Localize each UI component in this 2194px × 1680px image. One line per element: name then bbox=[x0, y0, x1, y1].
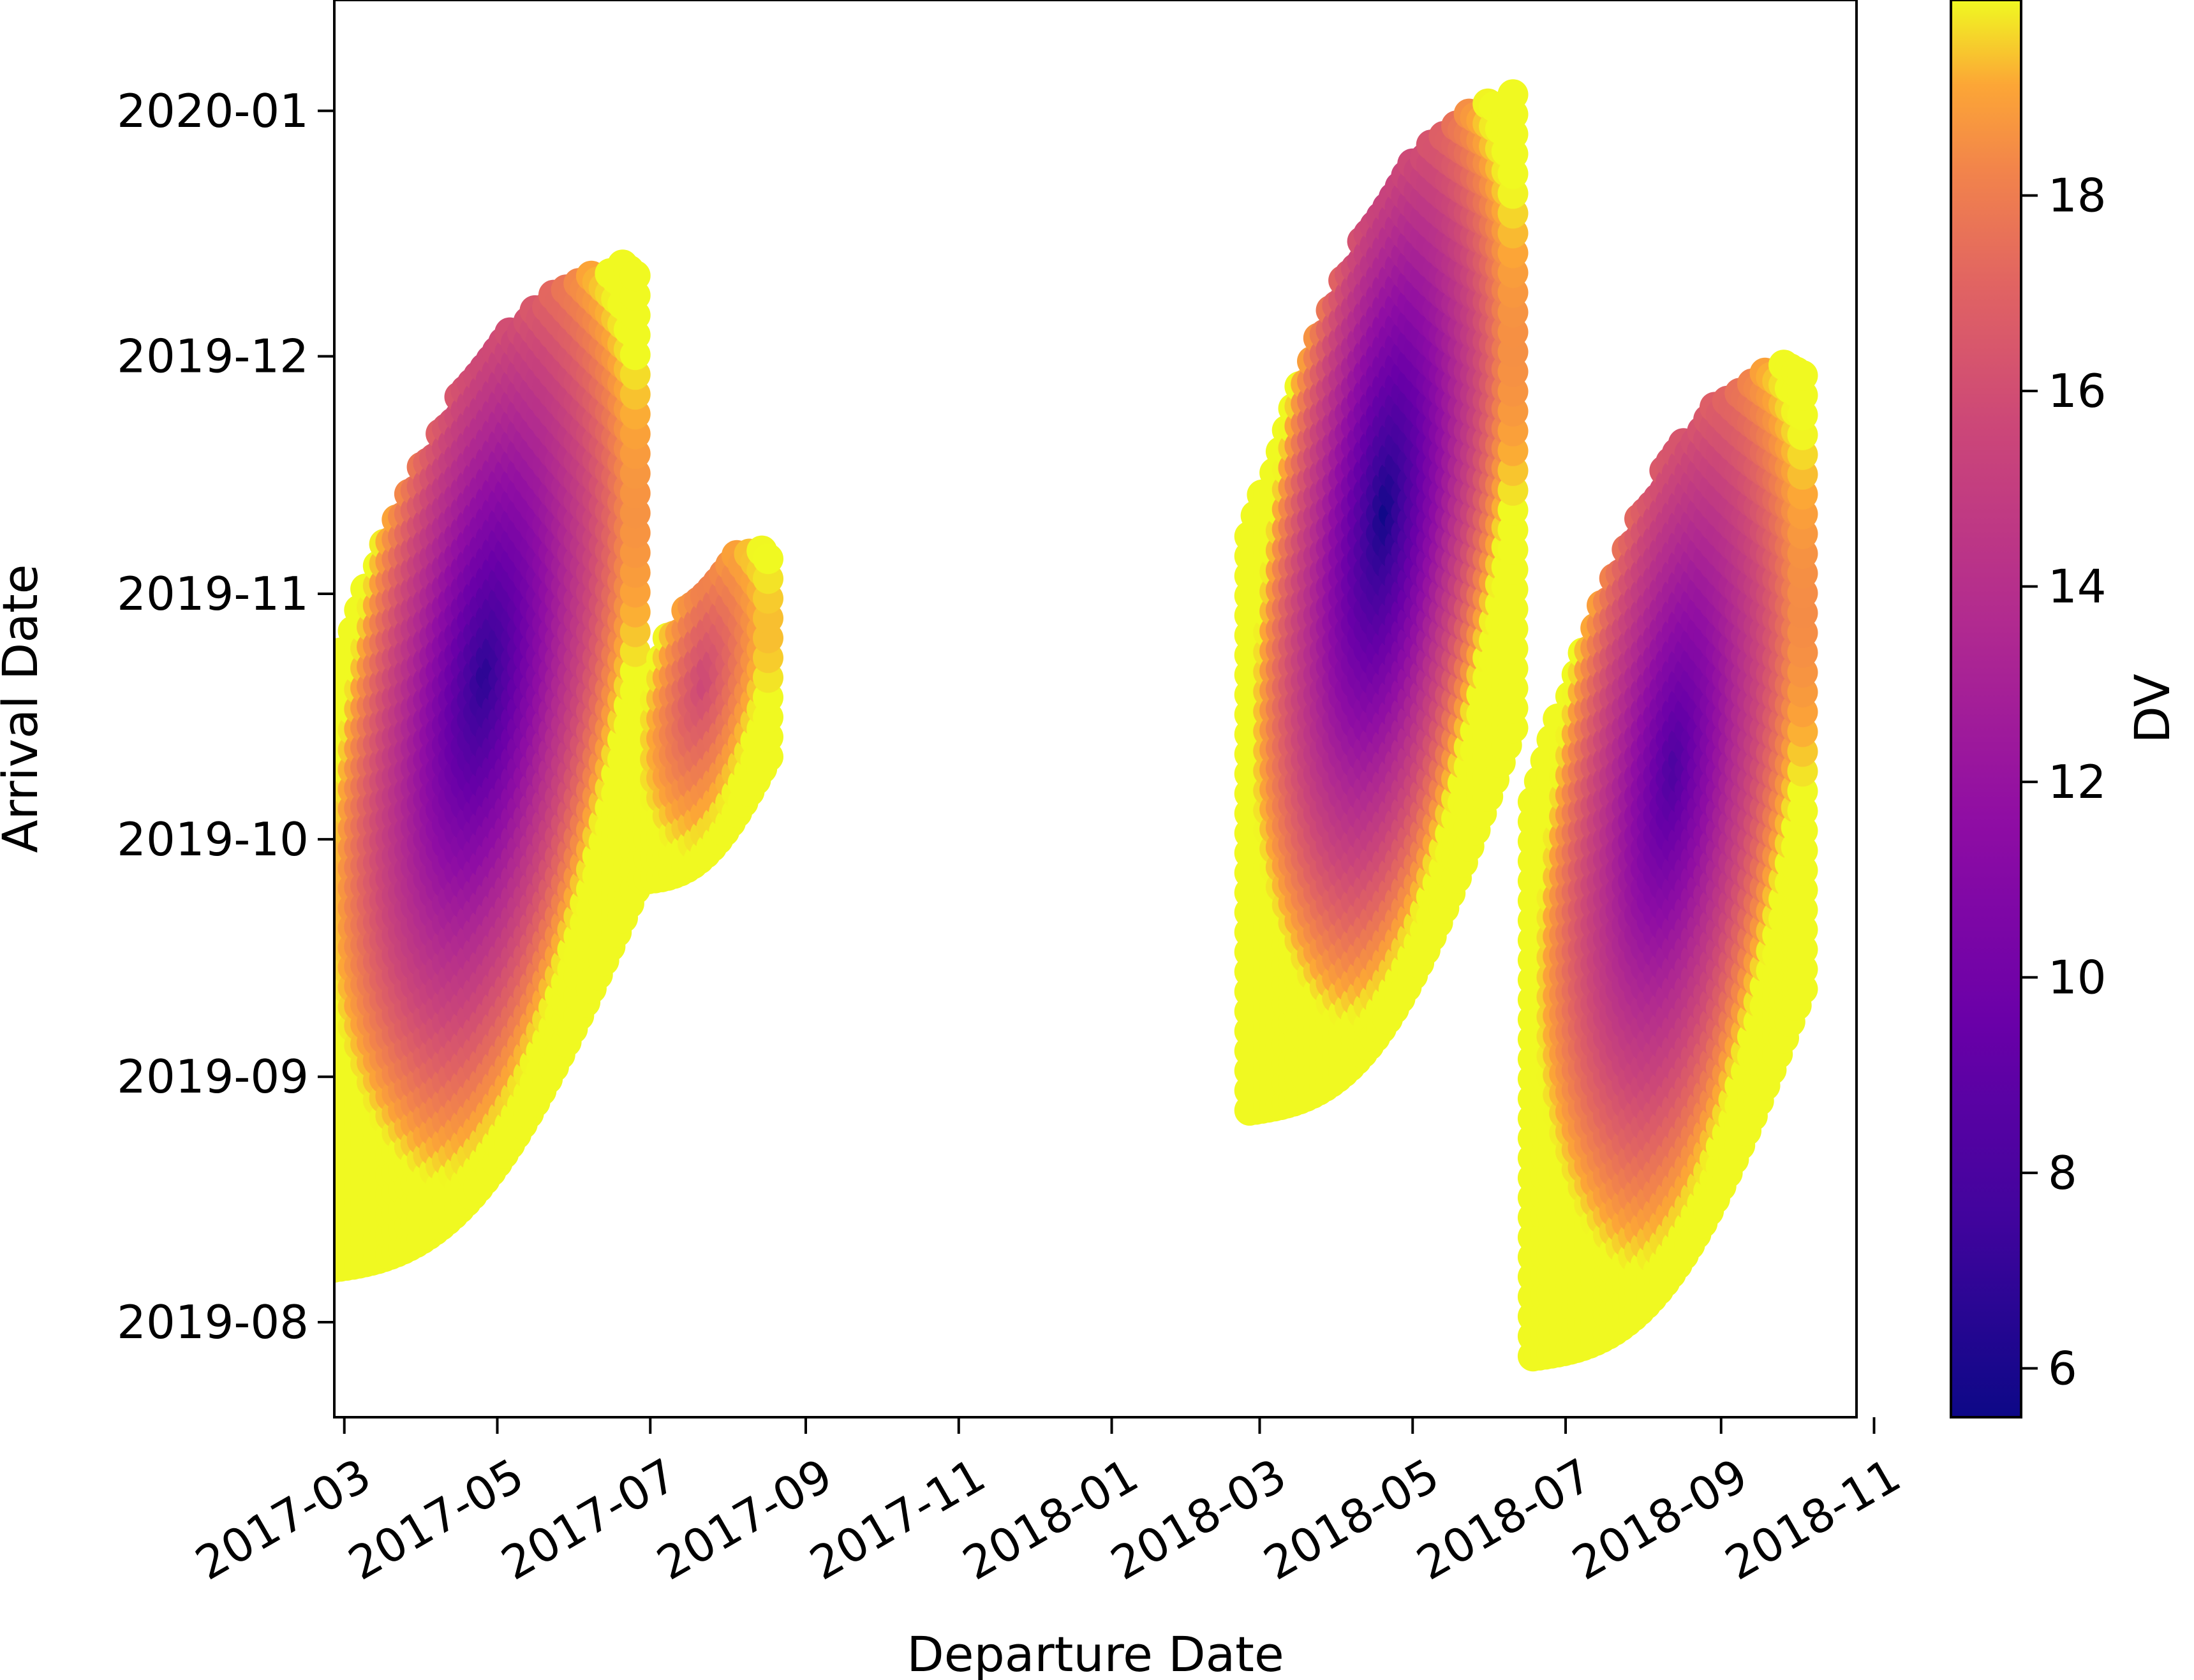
scatter-point bbox=[334, 1260, 337, 1278]
scatter-point bbox=[334, 1042, 337, 1060]
scatter-point bbox=[334, 1022, 337, 1040]
scatter-point bbox=[619, 260, 651, 291]
scatter-point bbox=[334, 864, 337, 882]
scatter-point bbox=[334, 1062, 337, 1080]
scatter-point bbox=[334, 883, 337, 902]
scatter-point bbox=[334, 824, 337, 843]
scatter-point bbox=[334, 943, 337, 961]
scatter-point bbox=[334, 1220, 337, 1239]
scatter-point bbox=[753, 543, 783, 575]
scatter-point bbox=[334, 844, 337, 862]
scatter-point bbox=[334, 785, 337, 803]
scatter-point bbox=[334, 686, 337, 704]
scatter-point bbox=[334, 725, 337, 744]
scatter-points bbox=[334, 79, 1818, 1372]
scatter-point bbox=[334, 1181, 337, 1198]
scatter-point bbox=[334, 804, 337, 823]
scatter-point bbox=[1497, 79, 1529, 110]
scatter-point bbox=[334, 924, 337, 941]
scatter-point bbox=[334, 904, 337, 922]
scatter-point bbox=[334, 765, 337, 783]
scatter-point bbox=[334, 963, 337, 981]
scatter-point bbox=[334, 1141, 337, 1159]
scatter-point bbox=[334, 1102, 337, 1119]
scatter-point bbox=[334, 1200, 337, 1219]
scatter-point bbox=[334, 1121, 337, 1139]
scatter-point bbox=[334, 983, 337, 1001]
scatter-point bbox=[334, 1240, 337, 1258]
scatter-point bbox=[334, 705, 337, 724]
scatter-point bbox=[334, 1003, 337, 1021]
scatter-point bbox=[334, 1161, 337, 1179]
scatter-point bbox=[334, 1082, 337, 1100]
scatter-point bbox=[334, 745, 337, 763]
